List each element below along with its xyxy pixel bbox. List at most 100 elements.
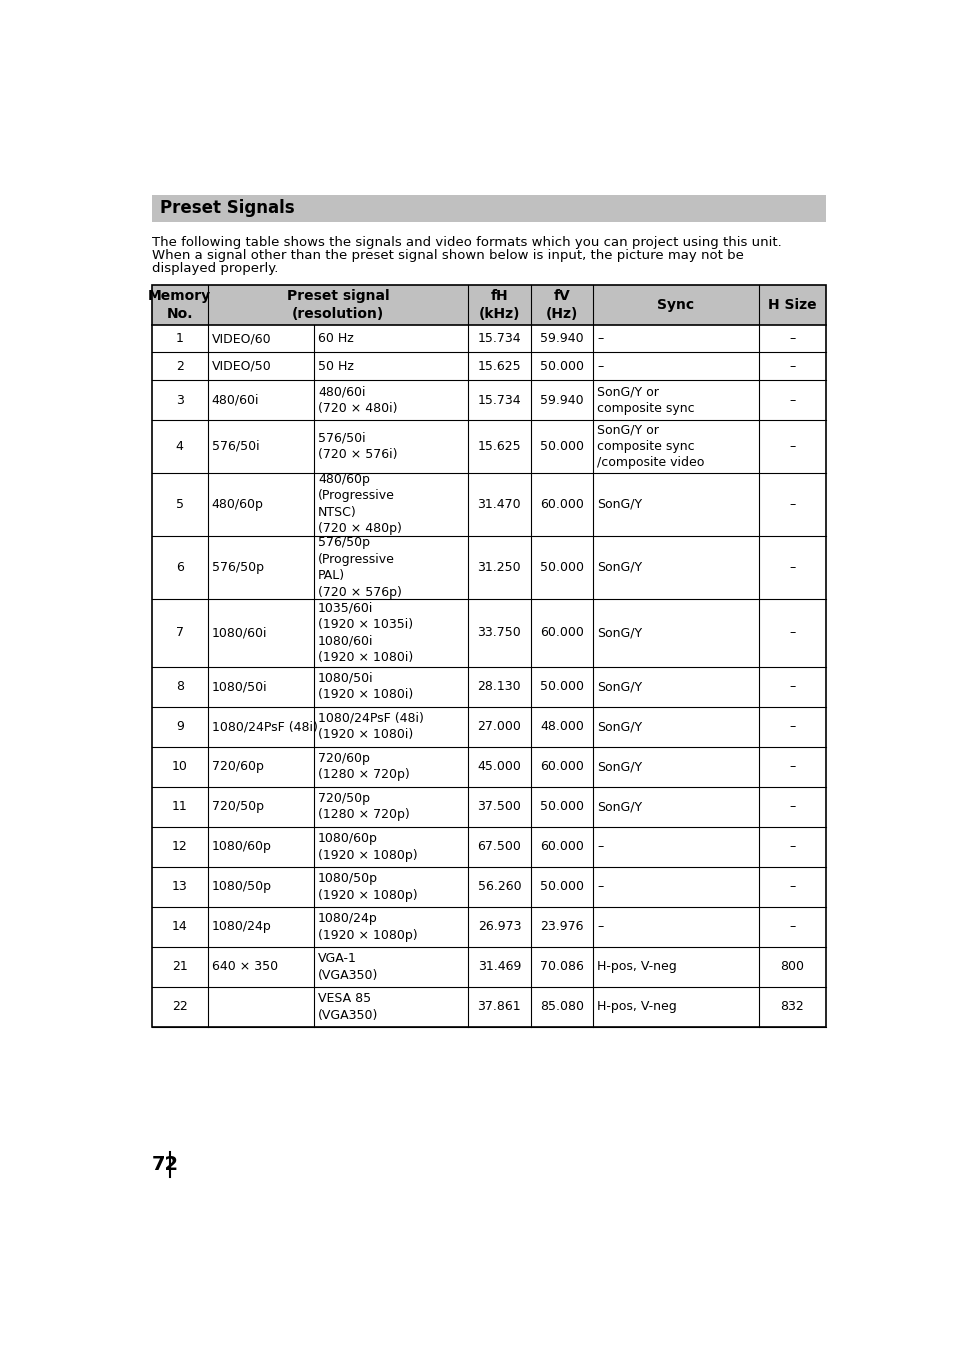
Bar — [152, 746, 825, 787]
Bar — [152, 867, 825, 907]
Text: 15.625: 15.625 — [477, 439, 520, 453]
Text: 60.000: 60.000 — [539, 498, 583, 511]
Text: 26.973: 26.973 — [477, 921, 520, 933]
Text: 1080/24PsF (48i): 1080/24PsF (48i) — [212, 721, 317, 733]
Text: 480/60p
(Progressive
NTSC)
(720 × 480p): 480/60p (Progressive NTSC) (720 × 480p) — [318, 473, 401, 535]
Text: SonG/Y: SonG/Y — [597, 626, 641, 639]
Bar — [152, 667, 825, 707]
Text: 1: 1 — [175, 333, 184, 345]
Text: 576/50p: 576/50p — [212, 561, 263, 573]
Text: Sync: Sync — [657, 297, 694, 312]
Text: 640 × 350: 640 × 350 — [212, 960, 277, 973]
Text: SonG/Y: SonG/Y — [597, 498, 641, 511]
Text: The following table shows the signals and video formats which you can project us: The following table shows the signals an… — [152, 237, 781, 249]
Text: SonG/Y: SonG/Y — [597, 561, 641, 573]
Bar — [152, 535, 825, 599]
Text: 15.625: 15.625 — [477, 360, 520, 373]
Text: 15.734: 15.734 — [477, 333, 520, 345]
Text: H Size: H Size — [767, 297, 816, 312]
Text: 28.130: 28.130 — [477, 680, 520, 694]
Text: –: – — [597, 921, 603, 933]
Text: 480/60i
(720 × 480i): 480/60i (720 × 480i) — [318, 385, 397, 415]
Text: 60.000: 60.000 — [539, 760, 583, 773]
Text: 37.500: 37.500 — [476, 800, 520, 814]
Text: –: – — [788, 333, 795, 345]
Text: 720/50p: 720/50p — [212, 800, 263, 814]
Bar — [152, 285, 825, 324]
Bar — [152, 599, 825, 667]
Text: 832: 832 — [780, 1000, 803, 1014]
Text: 3: 3 — [175, 393, 184, 407]
Text: 1035/60i
(1920 × 1035i)
1080/60i
(1920 × 1080i): 1035/60i (1920 × 1035i) 1080/60i (1920 ×… — [318, 602, 413, 664]
Text: 10: 10 — [172, 760, 188, 773]
Text: 480/60p: 480/60p — [212, 498, 263, 511]
Text: Memory
No.: Memory No. — [148, 289, 212, 320]
Text: SonG/Y: SonG/Y — [597, 800, 641, 814]
Bar — [152, 324, 825, 353]
Text: 9: 9 — [175, 721, 184, 733]
Text: 1080/24p: 1080/24p — [212, 921, 271, 933]
Text: 1080/50p: 1080/50p — [212, 880, 272, 894]
Text: 5: 5 — [175, 498, 184, 511]
Bar — [152, 420, 825, 473]
Text: 59.940: 59.940 — [539, 333, 583, 345]
Text: –: – — [597, 841, 603, 853]
Text: 48.000: 48.000 — [539, 721, 583, 733]
Text: SonG/Y: SonG/Y — [597, 721, 641, 733]
Text: 72: 72 — [152, 1155, 179, 1175]
Text: –: – — [788, 561, 795, 573]
Text: –: – — [788, 393, 795, 407]
Text: VIDEO/60: VIDEO/60 — [212, 333, 271, 345]
Text: 31.470: 31.470 — [477, 498, 520, 511]
Text: 31.469: 31.469 — [477, 960, 520, 973]
Text: 56.260: 56.260 — [477, 880, 520, 894]
Text: SonG/Y or
composite sync: SonG/Y or composite sync — [597, 385, 694, 415]
Text: 12: 12 — [172, 841, 188, 853]
Text: fV
(Hz): fV (Hz) — [545, 289, 578, 320]
Text: –: – — [788, 841, 795, 853]
Text: 800: 800 — [780, 960, 803, 973]
Text: 23.976: 23.976 — [539, 921, 583, 933]
Text: SonG/Y: SonG/Y — [597, 680, 641, 694]
Bar — [152, 827, 825, 867]
Text: 1080/24PsF (48i)
(1920 × 1080i): 1080/24PsF (48i) (1920 × 1080i) — [318, 713, 423, 741]
Text: –: – — [788, 721, 795, 733]
Text: 1080/50i: 1080/50i — [212, 680, 267, 694]
Text: –: – — [788, 680, 795, 694]
Bar — [152, 353, 825, 380]
Text: 33.750: 33.750 — [477, 626, 520, 639]
Text: 1080/60p: 1080/60p — [212, 841, 272, 853]
Text: 8: 8 — [175, 680, 184, 694]
Text: 576/50i
(720 × 576i): 576/50i (720 × 576i) — [318, 431, 397, 461]
Text: –: – — [597, 333, 603, 345]
Bar — [152, 380, 825, 420]
Text: displayed properly.: displayed properly. — [152, 262, 278, 276]
Text: 11: 11 — [172, 800, 188, 814]
Text: 50.000: 50.000 — [539, 439, 583, 453]
Text: 59.940: 59.940 — [539, 393, 583, 407]
Text: 720/60p
(1280 × 720p): 720/60p (1280 × 720p) — [318, 752, 410, 781]
Text: 720/60p: 720/60p — [212, 760, 263, 773]
Text: –: – — [788, 626, 795, 639]
Bar — [152, 987, 825, 1028]
Text: 21: 21 — [172, 960, 188, 973]
Text: 60.000: 60.000 — [539, 841, 583, 853]
Text: –: – — [788, 439, 795, 453]
Text: 14: 14 — [172, 921, 188, 933]
Text: –: – — [597, 880, 603, 894]
Text: Preset signal
(resolution): Preset signal (resolution) — [286, 289, 389, 320]
Text: 4: 4 — [175, 439, 184, 453]
Text: 50 Hz: 50 Hz — [318, 360, 354, 373]
Text: 45.000: 45.000 — [476, 760, 520, 773]
Text: 6: 6 — [175, 561, 184, 573]
Text: 22: 22 — [172, 1000, 188, 1014]
Text: 7: 7 — [175, 626, 184, 639]
Text: 27.000: 27.000 — [476, 721, 520, 733]
Bar — [152, 473, 825, 535]
Text: 720/50p
(1280 × 720p): 720/50p (1280 × 720p) — [318, 792, 410, 822]
Text: SonG/Y: SonG/Y — [597, 760, 641, 773]
Text: 37.861: 37.861 — [477, 1000, 520, 1014]
Text: 50.000: 50.000 — [539, 561, 583, 573]
Text: –: – — [788, 498, 795, 511]
Text: –: – — [597, 360, 603, 373]
